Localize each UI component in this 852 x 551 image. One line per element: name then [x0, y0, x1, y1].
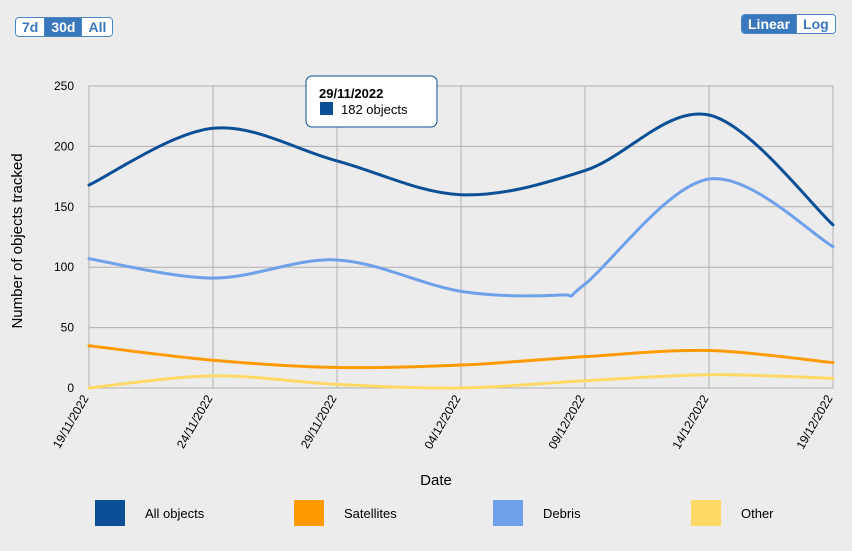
y-tick-label: 250 — [54, 79, 74, 93]
y-tick-label: 0 — [67, 381, 74, 395]
series-line-satellites — [87, 344, 835, 370]
legend-swatch-satellites — [294, 500, 324, 526]
legend-swatch-all-objects — [95, 500, 125, 526]
tooltip-box — [305, 75, 438, 128]
scale-log-button[interactable]: Log — [797, 15, 835, 33]
scale-toggle: Linear Log — [741, 14, 836, 34]
y-tick-label: 200 — [54, 139, 74, 153]
tooltip-value: 182 objects — [341, 102, 408, 117]
series-line-all-objects — [87, 112, 835, 227]
y-tick-label: 150 — [54, 200, 74, 214]
series-line-other — [87, 373, 835, 390]
legend-swatch-other — [691, 500, 721, 526]
range-30d-button[interactable]: 30d — [45, 18, 83, 36]
x-tick-label: 19/12/2022 — [793, 392, 835, 451]
legend-swatch-debris — [493, 500, 523, 526]
tooltip-date: 29/11/2022 — [319, 86, 383, 101]
y-axis-title: Number of objects tracked — [9, 153, 26, 328]
legend-label-all-objects: All objects — [145, 506, 205, 521]
range-all-button[interactable]: All — [82, 18, 113, 36]
legend-label-debris: Debris — [543, 506, 581, 521]
tooltip-swatch — [320, 102, 333, 115]
legend-label-other: Other — [741, 506, 774, 521]
x-tick-label: 04/12/2022 — [421, 392, 463, 451]
x-tick-label: 29/11/2022 — [298, 392, 340, 451]
x-tick-label: 09/12/2022 — [545, 392, 587, 451]
time-range-toggle: 7d 30d All — [15, 17, 114, 37]
x-tick-label: 24/11/2022 — [174, 392, 216, 451]
y-tick-label: 100 — [54, 260, 74, 274]
x-tick-label: 14/12/2022 — [669, 392, 711, 451]
y-tick-label: 50 — [61, 321, 75, 335]
scale-linear-button[interactable]: Linear — [742, 15, 798, 33]
x-axis-title: Date — [420, 472, 452, 489]
series-line-debris — [87, 177, 835, 298]
x-tick-label: 19/11/2022 — [50, 392, 92, 451]
range-7d-button[interactable]: 7d — [16, 18, 46, 36]
legend: All objects Satellites Debris Other — [95, 500, 774, 526]
tooltip: 29/11/2022 182 objects — [305, 75, 438, 128]
legend-label-satellites: Satellites — [344, 506, 397, 521]
